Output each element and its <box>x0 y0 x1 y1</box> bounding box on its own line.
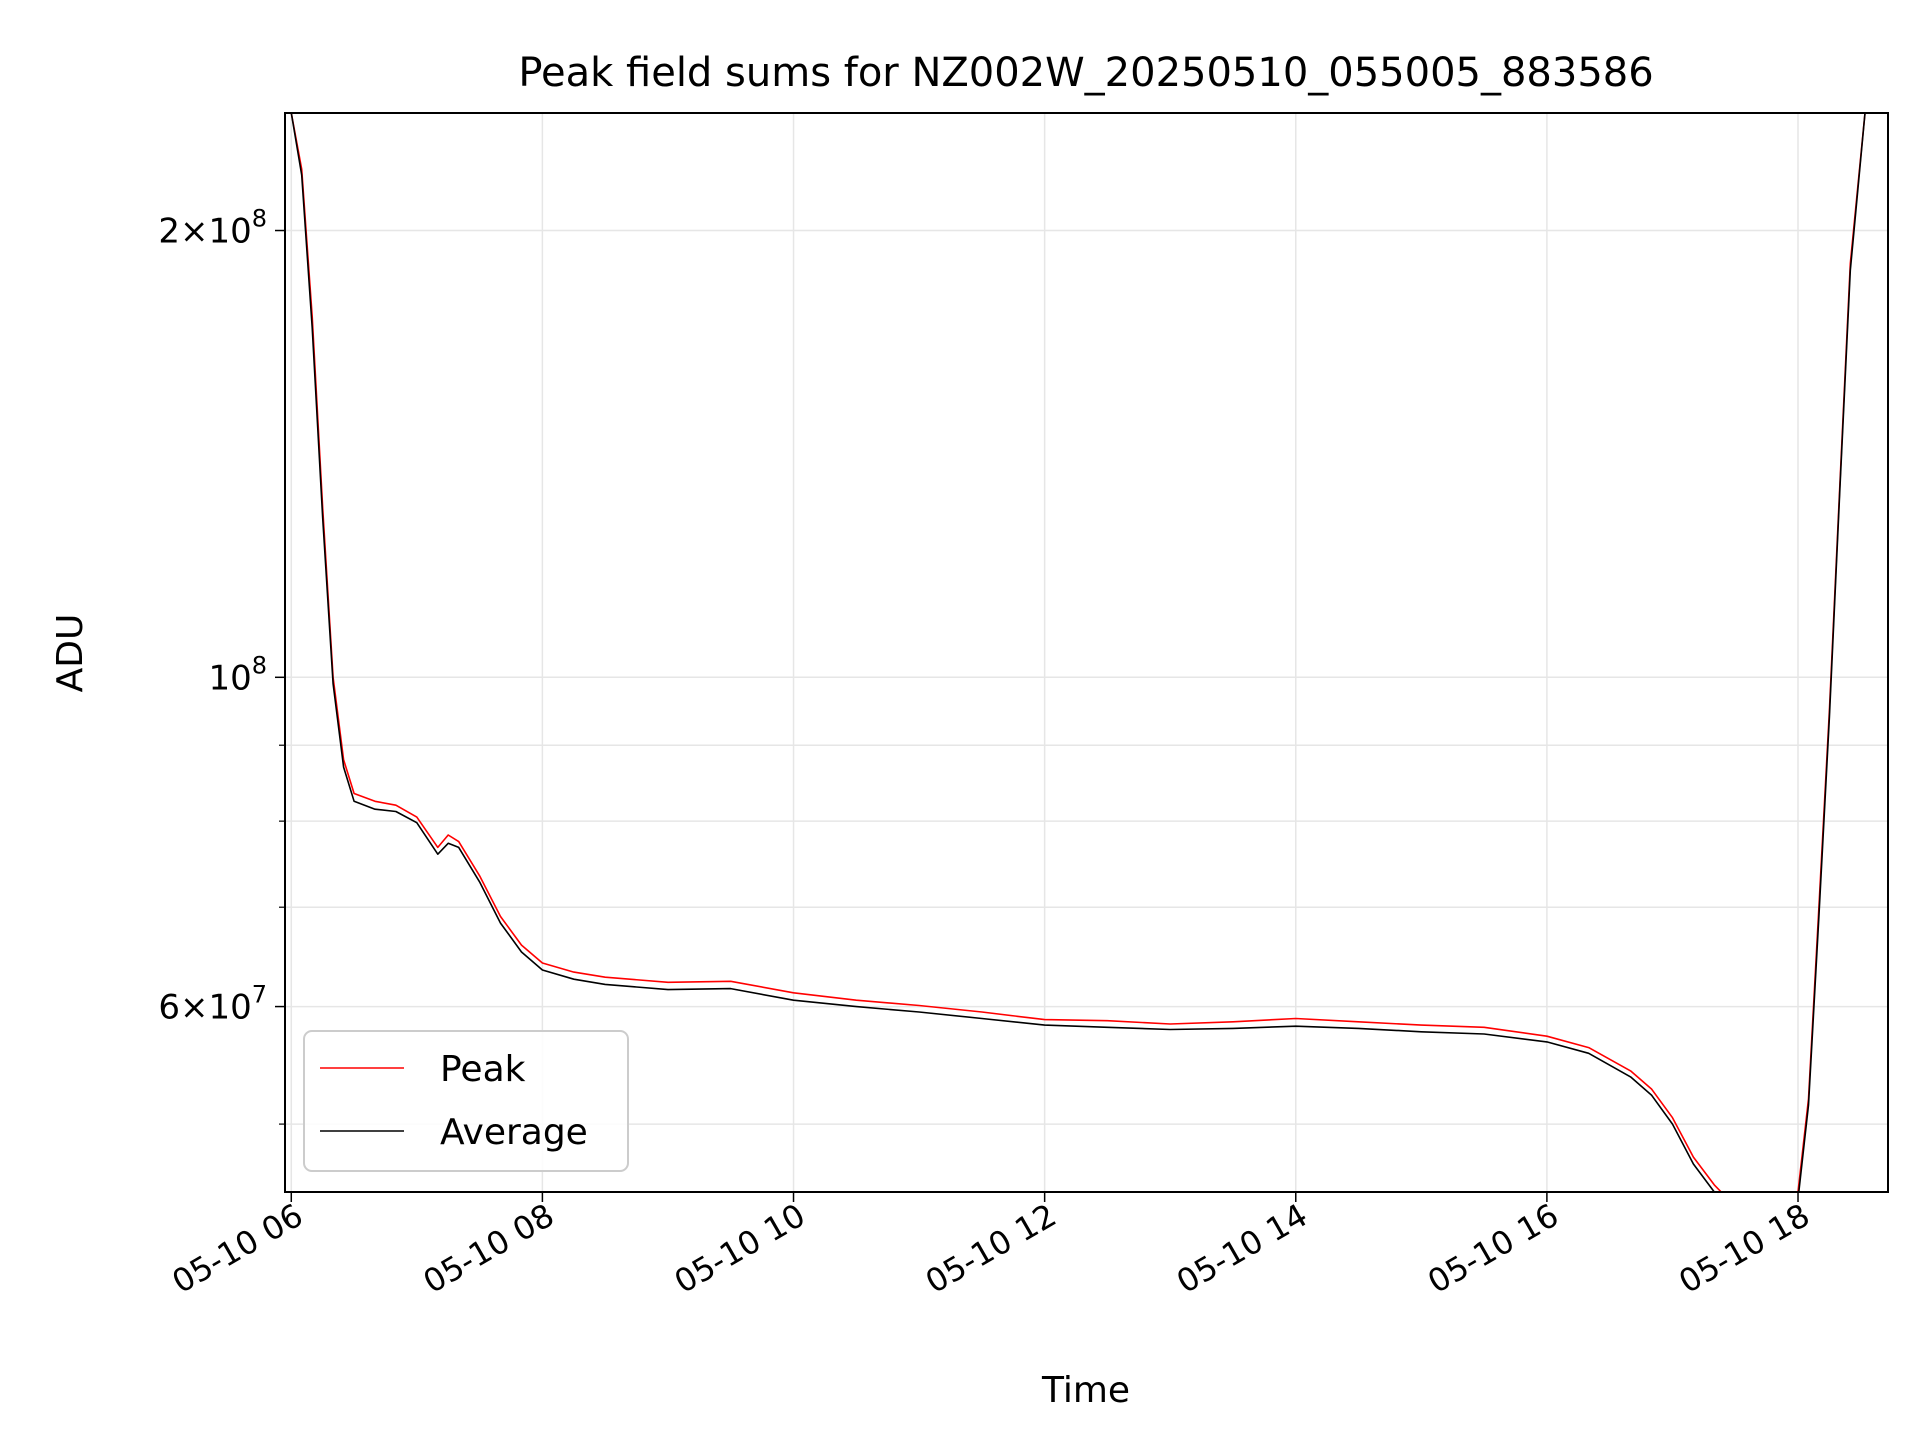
x-tick-label: 05-10 10 <box>668 1196 812 1301</box>
x-tick-label: 05-10 12 <box>919 1196 1063 1301</box>
x-tick-label: 05-10 16 <box>1421 1196 1565 1301</box>
y-tick-exponent: 8 <box>252 205 267 233</box>
y-tick-exponent: 8 <box>252 651 267 679</box>
y-axis-label: ADU <box>50 614 91 693</box>
plot-lines <box>290 113 1866 1192</box>
y-tick-exponent: 7 <box>252 981 267 1009</box>
y-tick-coef: 2 <box>158 212 180 252</box>
y-tick-coef: 6 <box>158 988 180 1028</box>
y-tick-base: 10 <box>208 212 251 252</box>
series-line-average <box>290 113 1866 1192</box>
legend-label-peak: Peak <box>440 1049 526 1090</box>
y-tick-times: × <box>180 212 209 252</box>
y-tick-label: 2×108 <box>158 205 267 252</box>
plot-frame <box>284 112 1889 1193</box>
y-tick-base: 10 <box>208 658 251 698</box>
x-tick-label: 05-10 14 <box>1170 1196 1314 1301</box>
y-tick-times: × <box>180 988 209 1028</box>
chart-title: Peak field sums for NZ002W_20250510_0550… <box>518 50 1653 96</box>
legend-box <box>303 1030 629 1172</box>
x-tick-label: 05-10 18 <box>1672 1196 1816 1301</box>
legend: Peak Average <box>303 1030 629 1172</box>
series-line-peak <box>290 113 1866 1192</box>
y-tick-base: 10 <box>208 988 251 1028</box>
x-tick-label: 05-10 08 <box>417 1196 561 1301</box>
y-tick-label: 6×107 <box>158 981 267 1028</box>
x-axis: 05-10 06 05-10 08 05-10 10 05-10 12 05-10 14… <box>166 1192 1816 1301</box>
y-tick-label: 108 <box>208 651 267 698</box>
x-axis-label: Time <box>1041 1370 1130 1411</box>
x-tick-label: 05-10 06 <box>166 1196 310 1301</box>
legend-label-average: Average <box>440 1112 588 1153</box>
